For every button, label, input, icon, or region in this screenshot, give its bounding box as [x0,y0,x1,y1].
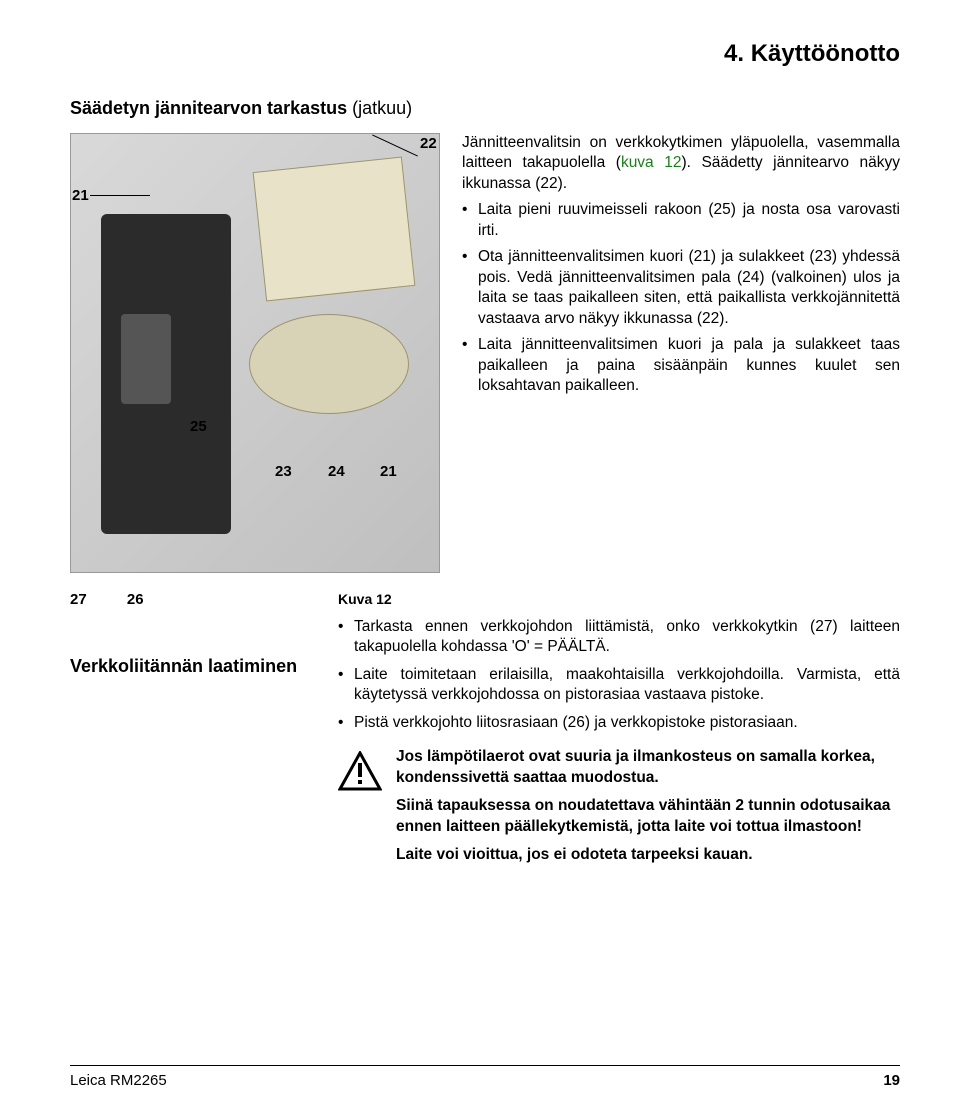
bullet-sub-3: Pistä verkkojohto liitosrasiaan (26) ja … [338,713,900,733]
footer-page-number: 19 [883,1072,900,1089]
kuva-12-ref: kuva 12 [621,154,682,171]
warning-line-1: Jos lämpötilaerot ovat suuria ja ilmanko… [396,747,900,788]
callout-22: 22 [420,135,437,152]
callouts-27-26: 27 26 [70,591,310,608]
callout-24: 24 [328,463,345,480]
bullet-sub-1: Tarkasta ennen verkkojohdon liittämistä,… [338,617,900,658]
page-footer: Leica RM2265 19 [70,1065,900,1089]
callout-26: 26 [127,591,144,608]
callout-23: 23 [275,463,292,480]
bullet-top-1: Laita pieni ruuvimeisseli rakoon (25) ja… [462,200,900,241]
warning-line-2: Siinä tapauksessa on noudatettava vähint… [396,796,900,837]
figure-voltage-selector: 21 22 25 23 24 21 [70,133,440,573]
section-title-cont: (jatkuu) [347,98,412,118]
section-title-main: Säädetyn jännitearvon tarkastus [70,98,347,118]
callout-21-bottom: 21 [380,463,397,480]
footer-product: Leica RM2265 [70,1072,167,1089]
bullet-sub-2: Laite toimitetaan erilaisilla, maakohtai… [338,665,900,706]
chapter-title: 4. Käyttöönotto [70,40,900,68]
bullet-top-2: Ota jännitteenvalitsimen kuori (21) ja s… [462,247,900,329]
callout-27: 27 [70,591,87,608]
callout-25: 25 [190,418,207,435]
instruction-text: Jännitteenvalitsin on verkkokytkimen ylä… [462,133,900,573]
subsection-heading: Verkkoliitännän laatiminen [70,656,310,677]
bullet-top-3: Laita jännitteenvalitsimen kuori ja pala… [462,335,900,396]
warning-line-3: Laite voi vioittua, jos ei odoteta tarpe… [396,845,900,865]
callout-21-top: 21 [72,187,89,204]
warning-icon [338,747,382,873]
section-title: Säädetyn jännitearvon tarkastus (jatkuu) [70,98,900,119]
warning-block: Jos lämpötilaerot ovat suuria ja ilmanko… [338,747,900,873]
figure-label: Kuva 12 [338,591,900,607]
figure-image-placeholder [70,133,440,573]
